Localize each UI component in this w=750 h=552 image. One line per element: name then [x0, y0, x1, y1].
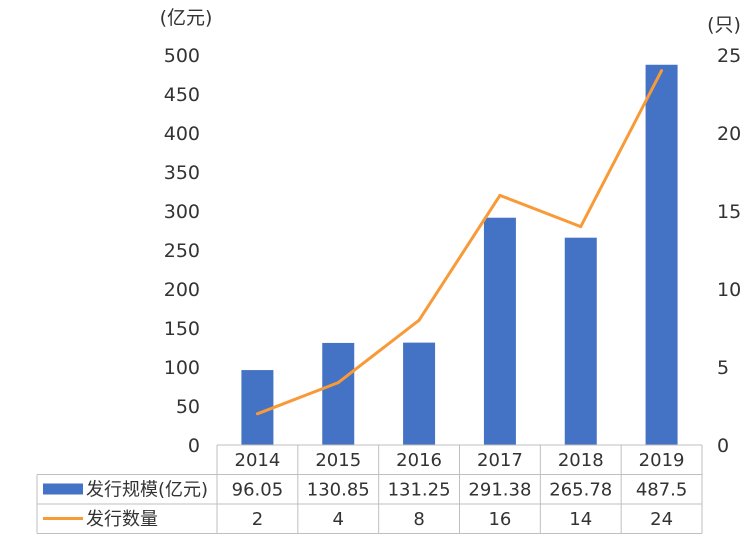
- right-tick-label: 5: [717, 357, 729, 379]
- bar-value-label: 487.5: [636, 480, 688, 501]
- left-tick-label: 250: [164, 240, 200, 262]
- line-point-2015: [336, 381, 340, 385]
- line-value-label: 2: [252, 509, 263, 530]
- legend-bar-name: 发行规模(亿元): [86, 480, 208, 501]
- left-axis-unit: (亿元): [160, 7, 213, 29]
- category-label: 2016: [396, 450, 442, 471]
- legend-line-name: 发行数量: [86, 509, 158, 530]
- line-value-label: 16: [488, 509, 511, 530]
- bar-2019: [645, 64, 678, 445]
- left-tick-label: 300: [164, 201, 200, 223]
- bar-2015: [322, 342, 355, 445]
- bar-value-label: 265.78: [549, 480, 612, 501]
- plot-area: [217, 64, 702, 446]
- bar-2017: [483, 217, 516, 445]
- category-label: 2015: [315, 450, 361, 471]
- left-tick-label: 100: [164, 357, 200, 379]
- right-tick-label: 20: [717, 123, 741, 145]
- bar-2014: [241, 370, 274, 445]
- line-value-label: 14: [569, 509, 592, 530]
- left-tick-label: 400: [164, 123, 200, 145]
- bar-value-label: 130.85: [307, 480, 370, 501]
- category-label: 2019: [639, 450, 685, 471]
- bar-value-label: 96.05: [232, 480, 284, 501]
- line-point-2017: [498, 193, 502, 197]
- left-tick-label: 350: [164, 162, 200, 184]
- data-table: 2014 2015 2016 2017 2018 2019 发行规模(亿元) 96.05 130…: [36, 445, 703, 534]
- left-tick-label: 450: [164, 84, 200, 106]
- bar-2016: [403, 342, 436, 445]
- line-point-2014: [255, 412, 259, 416]
- right-tick-label: 0: [717, 435, 729, 457]
- left-tick-label: 50: [176, 396, 200, 418]
- line-point-2019: [660, 69, 664, 73]
- category-label: 2014: [235, 450, 281, 471]
- left-tick-label: 200: [164, 279, 200, 301]
- line-value-label: 4: [333, 509, 344, 530]
- right-tick-label: 15: [717, 201, 741, 223]
- category-label: 2017: [477, 450, 523, 471]
- left-axis-ticks: 0 50 100 150 200 250 300 350 400 450 500: [164, 45, 200, 457]
- line-point-2016: [417, 318, 421, 322]
- right-tick-label: 10: [717, 279, 741, 301]
- line-series-count: [256, 69, 663, 416]
- right-tick-label: 25: [717, 45, 741, 67]
- right-axis-unit: (只): [707, 14, 741, 36]
- left-tick-label: 0: [188, 435, 200, 457]
- left-tick-label: 150: [164, 318, 200, 340]
- bar-value-label: 291.38: [468, 480, 531, 501]
- legend-bar-swatch: [43, 483, 83, 495]
- bar-2018: [564, 237, 597, 445]
- category-label: 2018: [558, 450, 604, 471]
- right-axis-ticks: 0 5 10 15 20 25: [717, 45, 741, 457]
- line-value-label: 8: [413, 509, 424, 530]
- line-point-2018: [579, 225, 583, 229]
- left-tick-label: 500: [164, 45, 200, 67]
- bar-value-label: 131.25: [388, 480, 451, 501]
- line-value-label: 24: [650, 509, 673, 530]
